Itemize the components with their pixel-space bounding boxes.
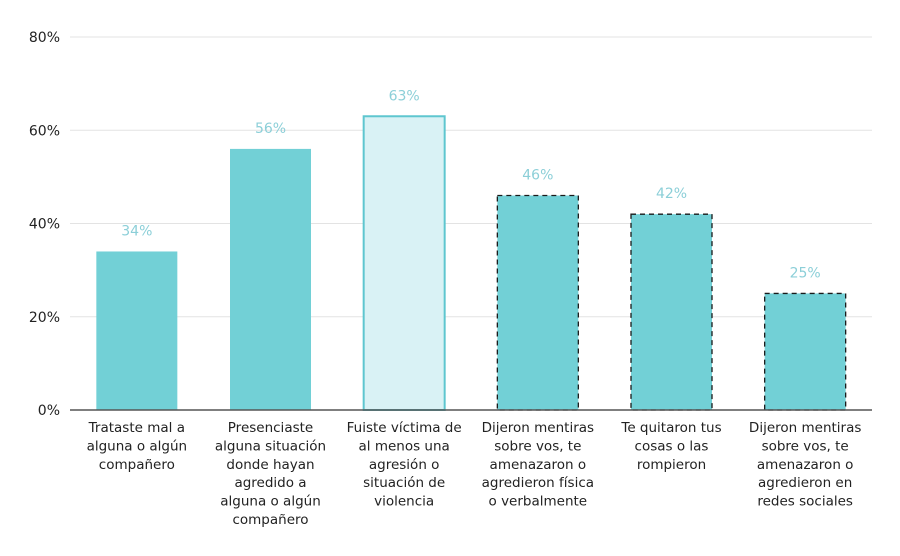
category-label-line: Te quitaron tus bbox=[620, 420, 721, 436]
category-label-line: Dijeron mentiras bbox=[482, 420, 594, 436]
category-label-line: violencia bbox=[374, 494, 434, 510]
category-label: Te quitaron tus cosas o las rompieron bbox=[620, 420, 721, 473]
data-label: 34% bbox=[121, 223, 152, 239]
y-tick-label: 80% bbox=[29, 30, 60, 46]
data-label: 56% bbox=[255, 121, 286, 137]
category-label-line: agredieron física bbox=[482, 475, 594, 491]
category-label: Fuiste víctima de al menos una agresión o s… bbox=[347, 420, 462, 510]
category-label-line: compañero bbox=[99, 457, 175, 473]
category-label-line: Presenciaste bbox=[228, 420, 313, 436]
category-label-line: situación de bbox=[363, 475, 445, 491]
category-label-line: amenazaron o bbox=[490, 457, 587, 473]
category-label-line: o verbalmente bbox=[489, 494, 588, 510]
category-label-line: al menos una bbox=[359, 438, 450, 454]
category-label-line: donde hayan bbox=[226, 457, 314, 473]
gridlines bbox=[70, 36, 872, 318]
category-label: Trataste mal a alguna o algún compañero bbox=[87, 420, 188, 473]
category-labels: Trataste mal a alguna o algún compañeroPre… bbox=[87, 420, 862, 528]
category-label: Dijeron mentiras sobre vos, te amenazaron … bbox=[482, 420, 594, 510]
category-label-line: rompieron bbox=[637, 457, 706, 473]
bar bbox=[96, 251, 178, 410]
category-label-line: Fuiste víctima de bbox=[347, 420, 462, 436]
category-label: Presenciaste alguna situación donde hayan a… bbox=[215, 420, 326, 528]
category-label-line: amenazaron o bbox=[757, 457, 854, 473]
y-tick-label: 40% bbox=[29, 217, 60, 233]
data-label: 63% bbox=[389, 88, 420, 104]
bar bbox=[362, 115, 446, 411]
category-label-line: Trataste mal a bbox=[88, 420, 185, 436]
data-label: 42% bbox=[656, 186, 687, 202]
data-label: 46% bbox=[522, 168, 553, 184]
category-label-line: sobre vos, te bbox=[494, 438, 581, 454]
bar bbox=[496, 194, 579, 411]
category-label-line: sobre vos, te bbox=[762, 438, 849, 454]
category-label-line: agredido a bbox=[234, 475, 306, 491]
y-tick-label: 60% bbox=[29, 123, 60, 139]
bar bbox=[764, 292, 847, 411]
y-tick-label: 0% bbox=[38, 403, 60, 419]
category-label-line: compañero bbox=[232, 512, 308, 528]
category-label-line: cosas o las bbox=[635, 438, 709, 454]
y-axis-ticks: 0% 20% 40% 60% 80% bbox=[29, 30, 60, 419]
category-label-line: agredieron en bbox=[758, 475, 852, 491]
category-label-line: alguna o algún bbox=[87, 438, 188, 454]
data-label: 25% bbox=[790, 265, 821, 281]
category-label-line: Dijeron mentiras bbox=[749, 420, 861, 436]
data-labels: 34% 56% 63% 46% 42% 25% bbox=[121, 88, 820, 281]
category-label-line: alguna situación bbox=[215, 438, 326, 454]
category-label-line: redes sociales bbox=[757, 494, 853, 510]
category-label-line: agresión o bbox=[369, 457, 440, 473]
bars bbox=[96, 115, 847, 411]
bar bbox=[630, 213, 713, 411]
bar bbox=[230, 148, 311, 410]
category-label-line: alguna o algún bbox=[220, 494, 321, 510]
category-label: Dijeron mentiras sobre vos, te amenazaron … bbox=[749, 420, 861, 510]
y-tick-label: 20% bbox=[29, 310, 60, 326]
